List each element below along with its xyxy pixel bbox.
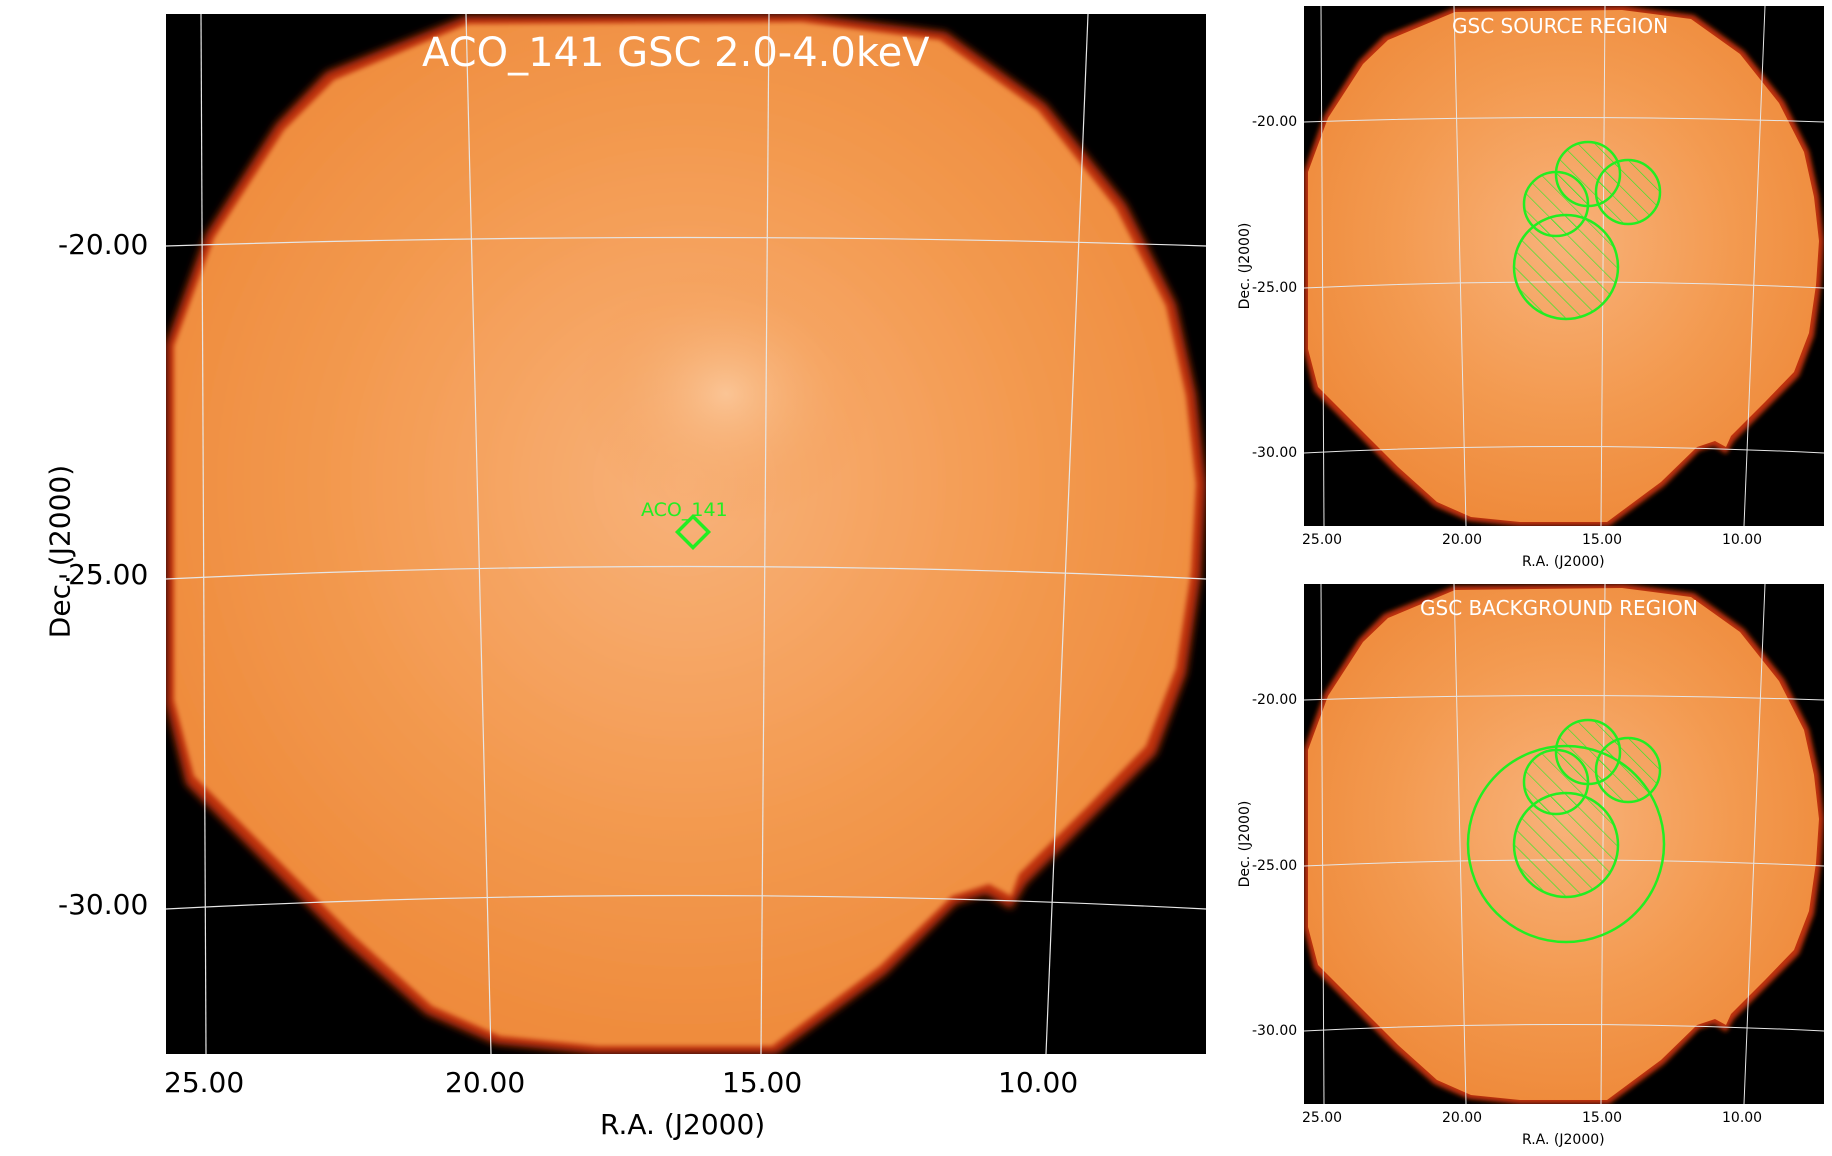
coordinate-grid [1303, 583, 1825, 1105]
source-regions [1512, 140, 1662, 321]
source-circle-4 [1512, 213, 1620, 321]
main-ytick-2: -25.00 [58, 558, 149, 591]
background-xtick-2: 20.00 [1442, 1110, 1483, 1126]
main-xtick-4: 10.00 [998, 1066, 1079, 1099]
main-xtick-2: 20.00 [445, 1066, 526, 1099]
source-ytick-2: -25.00 [1252, 280, 1298, 296]
background-xtick-3: 15.00 [1582, 1110, 1623, 1126]
background-xtick-4: 10.00 [1722, 1110, 1763, 1126]
main-image [165, 13, 1207, 1055]
source-ytick-3: -30.00 [1252, 445, 1298, 461]
background-ylabel: Dec. (J2000) [1237, 800, 1253, 888]
background-image [1303, 583, 1825, 1105]
exclude-circle-4 [1512, 791, 1620, 899]
main-image-panel: ACO_141 GSC 2.0-4.0keV ACO_141 [165, 13, 1207, 1055]
exclude-circle-2 [1594, 736, 1662, 804]
background-ytick-2: -25.00 [1252, 858, 1298, 874]
cluster-emission [576, 264, 876, 524]
source-image [1303, 5, 1825, 527]
source-xlabel: R.A. (J2000) [1522, 554, 1605, 570]
background-ytick-3: -30.00 [1252, 1023, 1298, 1039]
main-xlabel: R.A. (J2000) [600, 1108, 766, 1141]
background-ytick-1: -20.00 [1252, 692, 1298, 708]
main-xtick-3: 15.00 [722, 1066, 803, 1099]
coordinate-grid [165, 13, 1207, 1055]
main-xtick-1: 25.00 [164, 1066, 245, 1099]
main-title: ACO_141 GSC 2.0-4.0keV [422, 30, 930, 76]
source-xtick-4: 10.00 [1722, 532, 1763, 548]
main-ytick-1: -20.00 [58, 228, 149, 261]
source-ylabel: Dec. (J2000) [1237, 222, 1253, 310]
background-regions [1466, 718, 1666, 944]
source-region-panel: GSC SOURCE REGION [1303, 5, 1825, 527]
source-circle-2 [1594, 158, 1662, 226]
source-xtick-2: 20.00 [1442, 532, 1483, 548]
source-ytick-1: -20.00 [1252, 114, 1298, 130]
source-title: GSC SOURCE REGION [1452, 14, 1669, 38]
aco141-marker-icon [674, 513, 712, 551]
background-region-panel: GSC BACKGROUND REGION [1303, 583, 1825, 1105]
background-xlabel: R.A. (J2000) [1522, 1132, 1605, 1148]
main-ylabel: Dec. (J2000) [43, 464, 77, 639]
background-xtick-1: 25.00 [1302, 1110, 1343, 1126]
source-xtick-3: 15.00 [1582, 532, 1623, 548]
detector-field [174, 22, 1196, 1046]
source-xtick-1: 25.00 [1302, 532, 1343, 548]
main-ytick-3: -30.00 [58, 888, 149, 921]
background-title: GSC BACKGROUND REGION [1420, 596, 1698, 620]
marker-label: ACO_141 [641, 499, 728, 521]
